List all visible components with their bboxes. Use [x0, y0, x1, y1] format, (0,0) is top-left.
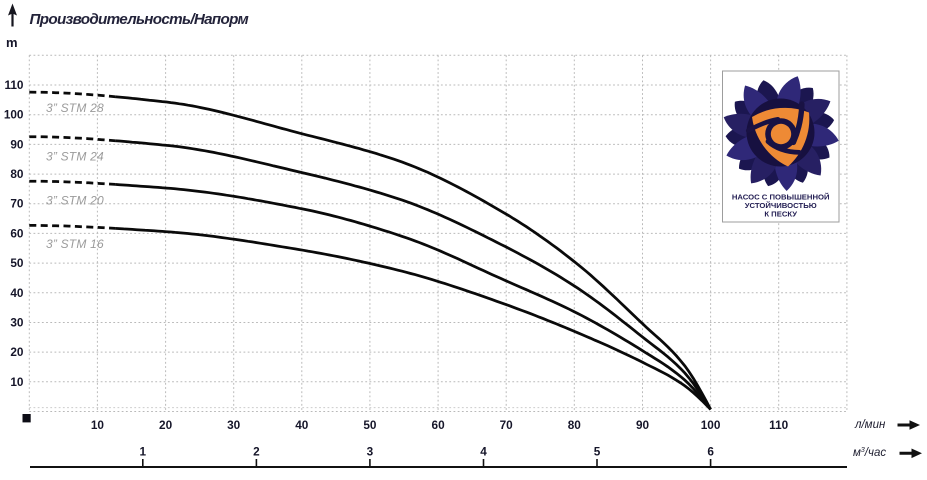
svg-text:100: 100	[4, 108, 24, 122]
svg-text:90: 90	[10, 137, 24, 151]
svg-text:80: 80	[10, 167, 24, 181]
svg-text:2: 2	[253, 445, 260, 459]
svg-text:110: 110	[4, 78, 23, 92]
svg-text:6: 6	[707, 445, 714, 459]
svg-text:80: 80	[568, 418, 582, 432]
svg-text:40: 40	[295, 418, 309, 432]
svg-text:20: 20	[159, 418, 173, 432]
svg-text:40: 40	[10, 286, 24, 300]
svg-text:3” STM 16: 3” STM 16	[46, 237, 104, 251]
svg-text:К ПЕСКУ: К ПЕСКУ	[764, 210, 797, 219]
svg-text:Производительность/Напорм: Производительность/Напорм	[30, 11, 249, 28]
svg-text:3” STM 24: 3” STM 24	[46, 149, 104, 163]
svg-text:20: 20	[10, 345, 24, 359]
svg-text:10: 10	[10, 375, 24, 389]
svg-text:30: 30	[10, 316, 24, 330]
svg-text:90: 90	[636, 418, 650, 432]
svg-text:м3/час: м3/час	[853, 447, 886, 459]
svg-text:70: 70	[500, 418, 514, 432]
svg-text:110: 110	[769, 418, 788, 432]
svg-text:л/мин: л/мин	[854, 419, 886, 431]
svg-text:1: 1	[140, 445, 147, 459]
svg-text:3” STM 20: 3” STM 20	[46, 193, 104, 207]
svg-text:m: m	[6, 35, 18, 50]
svg-text:70: 70	[10, 197, 24, 211]
svg-text:60: 60	[10, 226, 24, 240]
svg-text:60: 60	[432, 418, 446, 432]
svg-text:3” STM 28: 3” STM 28	[46, 101, 104, 115]
svg-text:50: 50	[10, 256, 24, 270]
svg-text:50: 50	[363, 418, 377, 432]
svg-text:УСТОЙЧИВОСТЬЮ: УСТОЙЧИВОСТЬЮ	[745, 201, 817, 210]
svg-text:30: 30	[227, 418, 241, 432]
svg-text:10: 10	[91, 418, 105, 432]
svg-text:4: 4	[480, 445, 487, 459]
svg-text:НАСОС С ПОВЫШЕННОЙ: НАСОС С ПОВЫШЕННОЙ	[732, 192, 830, 201]
svg-text:5: 5	[594, 445, 601, 459]
svg-text:100: 100	[701, 418, 721, 432]
svg-text:3: 3	[367, 445, 374, 459]
